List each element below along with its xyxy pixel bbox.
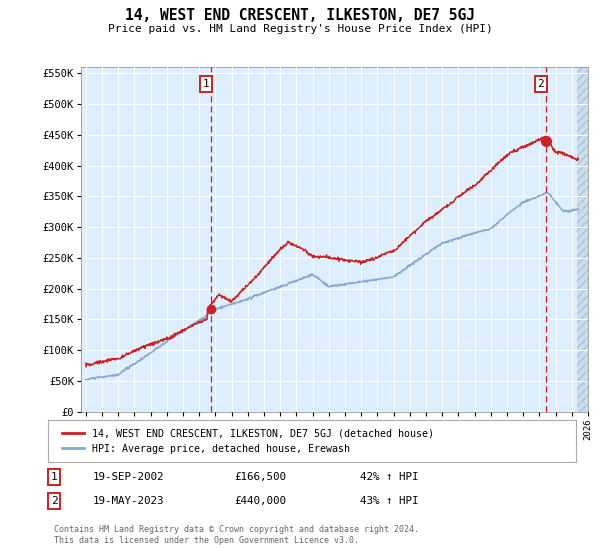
Bar bbox=[577, 67, 593, 412]
Bar bbox=[577, 67, 593, 412]
Text: 14, WEST END CRESCENT, ILKESTON, DE7 5GJ: 14, WEST END CRESCENT, ILKESTON, DE7 5GJ bbox=[125, 8, 475, 24]
Text: 43% ↑ HPI: 43% ↑ HPI bbox=[360, 496, 419, 506]
Text: 42% ↑ HPI: 42% ↑ HPI bbox=[360, 472, 419, 482]
Text: £440,000: £440,000 bbox=[234, 496, 286, 506]
Text: £166,500: £166,500 bbox=[234, 472, 286, 482]
Text: 1: 1 bbox=[203, 80, 209, 89]
Text: 2: 2 bbox=[538, 80, 544, 89]
Text: 2: 2 bbox=[50, 496, 58, 506]
Text: Price paid vs. HM Land Registry's House Price Index (HPI): Price paid vs. HM Land Registry's House … bbox=[107, 24, 493, 34]
Legend: 14, WEST END CRESCENT, ILKESTON, DE7 5GJ (detached house), HPI: Average price, d: 14, WEST END CRESCENT, ILKESTON, DE7 5GJ… bbox=[58, 424, 438, 458]
Text: Contains HM Land Registry data © Crown copyright and database right 2024.
This d: Contains HM Land Registry data © Crown c… bbox=[54, 525, 419, 545]
Text: 1: 1 bbox=[50, 472, 58, 482]
Text: 19-MAY-2023: 19-MAY-2023 bbox=[93, 496, 164, 506]
Text: 19-SEP-2002: 19-SEP-2002 bbox=[93, 472, 164, 482]
